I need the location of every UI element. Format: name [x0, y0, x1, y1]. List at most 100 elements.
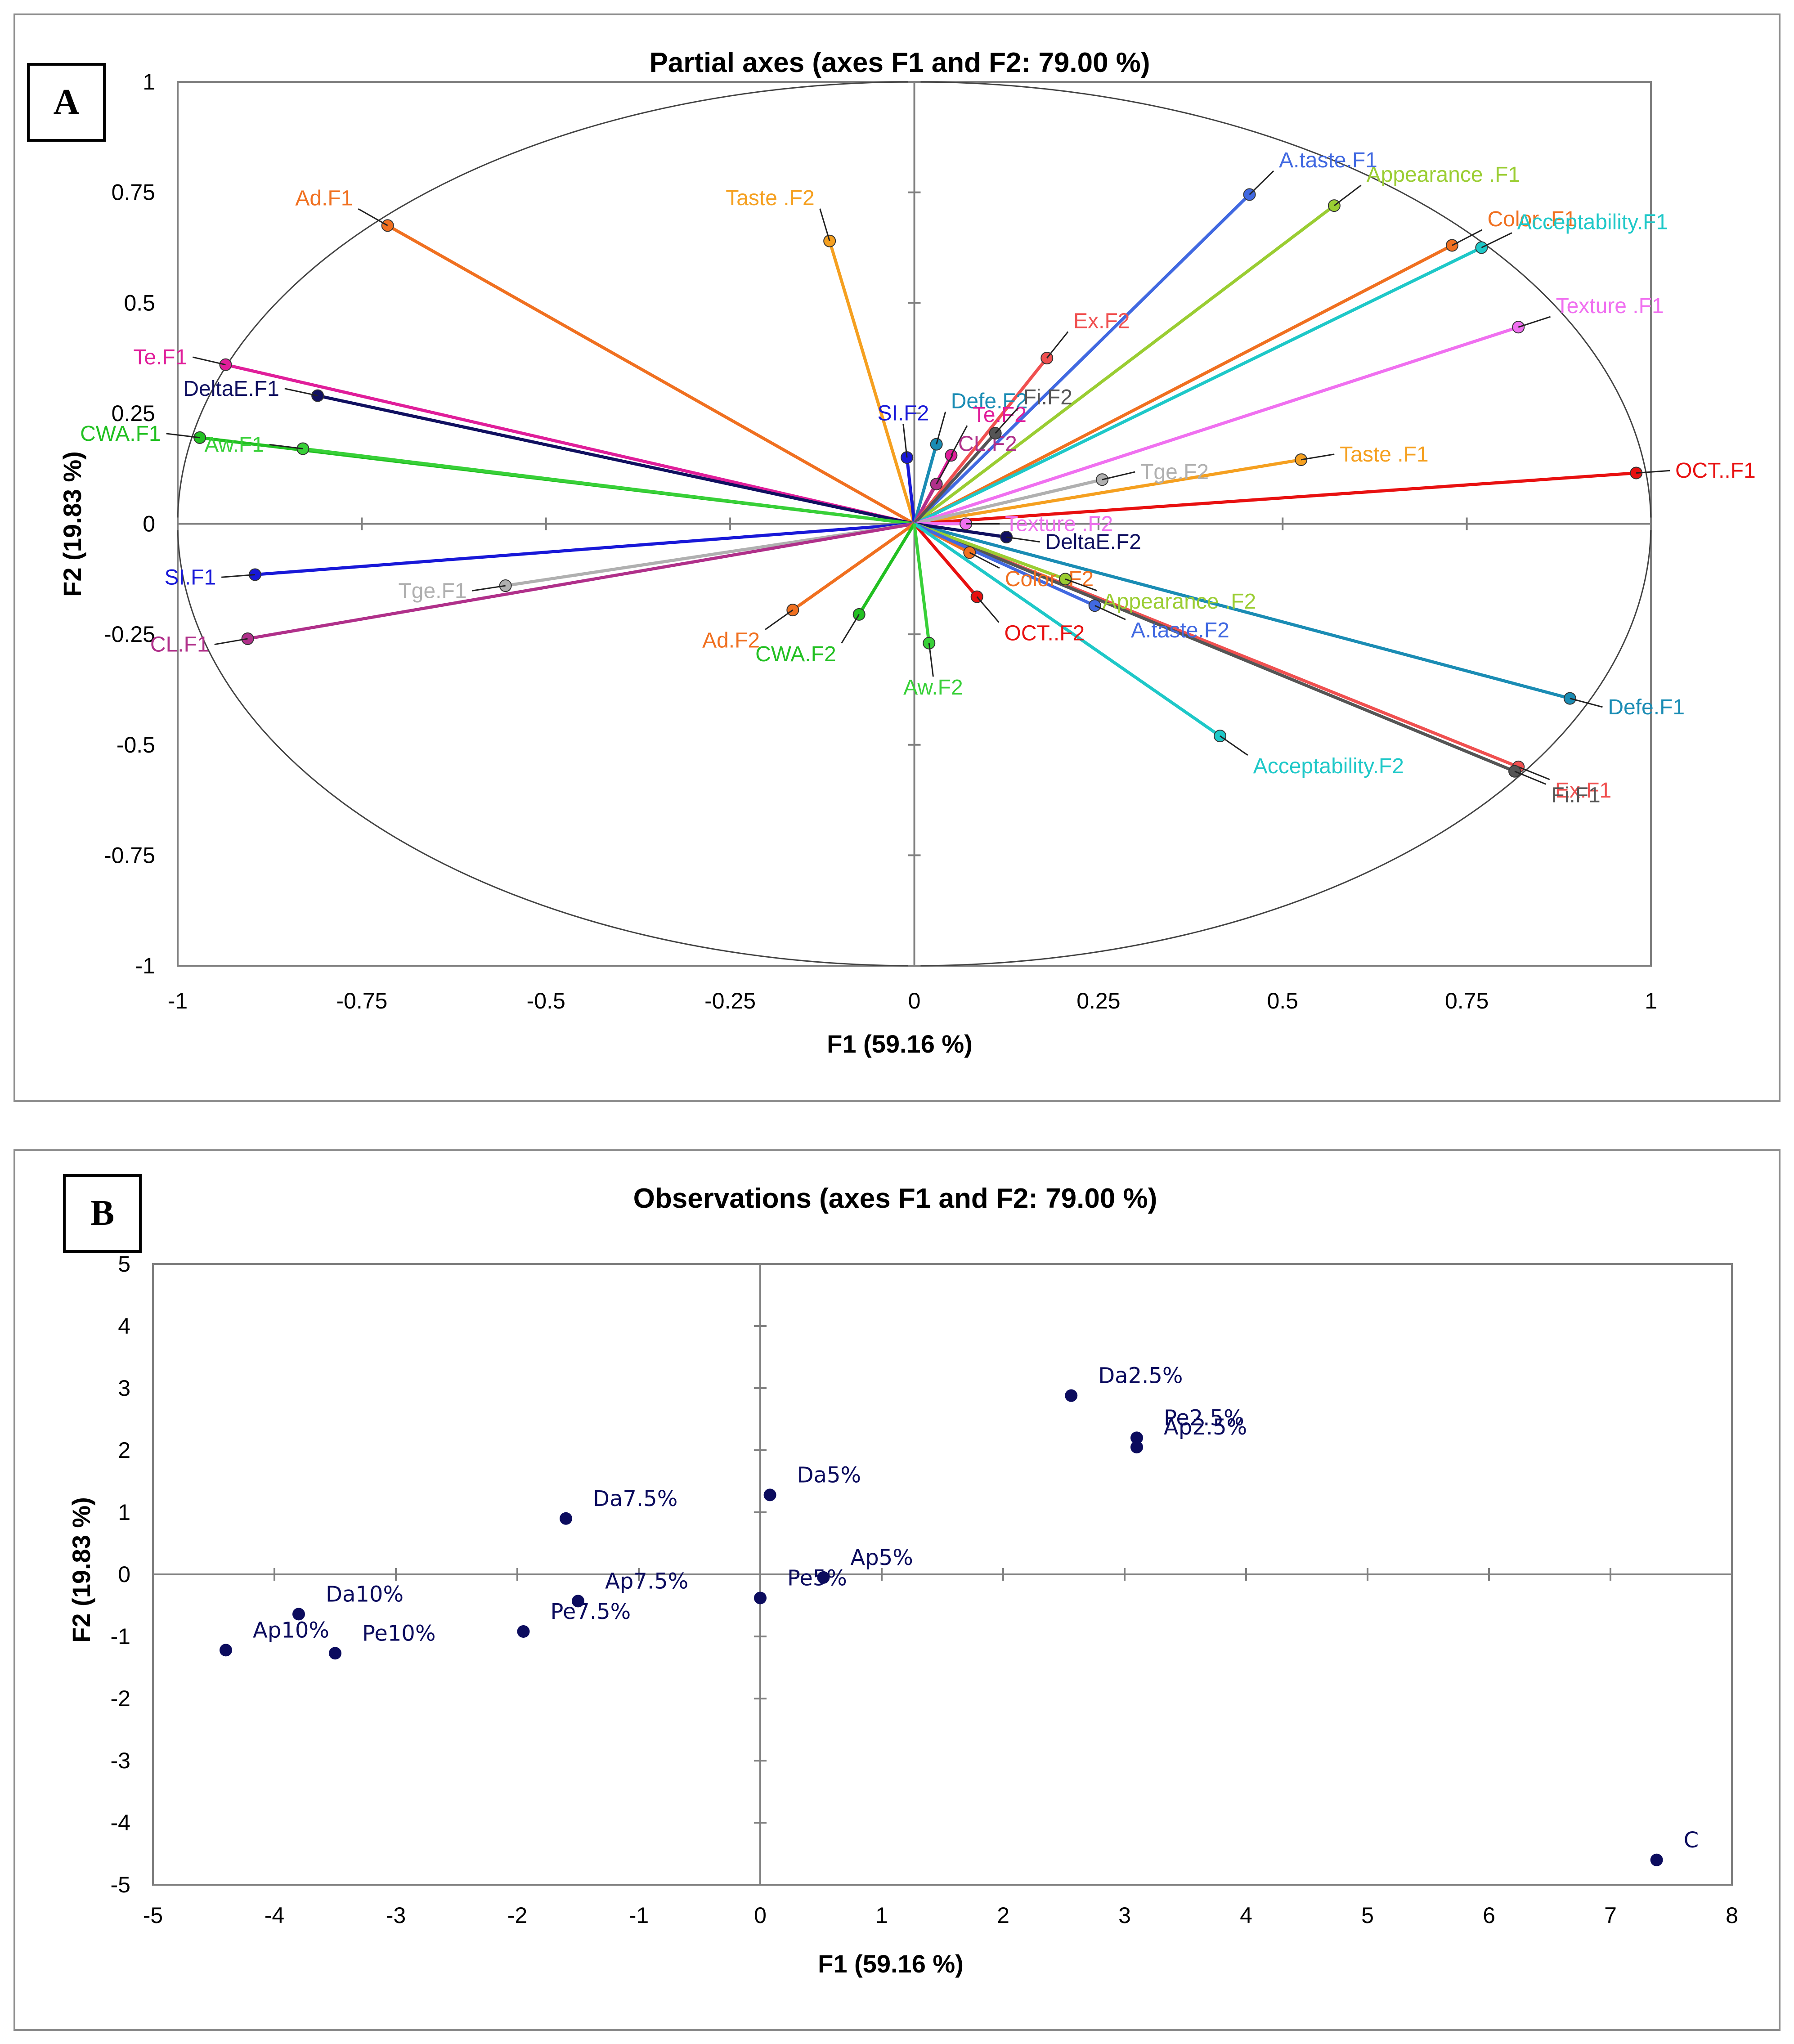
- x-tick-label: 0.75: [1445, 988, 1489, 1013]
- leader-appearance-f2: [1065, 578, 1098, 592]
- vector-acceptability-f1: [913, 246, 1482, 525]
- vector-label-cwa-f1: CWA.F1: [80, 422, 161, 446]
- leader-fi-f1: [1514, 771, 1546, 785]
- leader-defe-f2: [936, 411, 946, 445]
- vector-label-color-f1: Color .F1: [1487, 207, 1576, 231]
- vector-label-ad-f2: Ad.F2: [702, 628, 760, 652]
- x-tick-label: 0.25: [1076, 988, 1120, 1013]
- vector-label-deltae-f1: DeltaE.F1: [183, 377, 279, 401]
- vector-label-aw-f1: Aw.F1: [204, 433, 264, 457]
- vector-label-texture-f2: Texture .F2: [1005, 512, 1113, 536]
- vector-cl-f1: [247, 522, 915, 641]
- vector-label-appearance-f1: Appearance .F1: [1367, 163, 1520, 187]
- vector-acceptability-f2: [913, 522, 1221, 737]
- vector-label-a-taste-f1: A.taste.F1: [1279, 148, 1377, 172]
- x-tick-label: -0.75: [336, 988, 387, 1013]
- vector-label-si-f1: SI.F1: [164, 565, 216, 589]
- vector-te-f1: [225, 363, 915, 525]
- vector-label-texture-f1: Texture .F1: [1556, 294, 1664, 318]
- vector-label-aw-f2: Aw.F2: [903, 676, 963, 699]
- vector-label-a-taste-f2: A.taste.F2: [1131, 619, 1229, 642]
- vector-oct-f1: [914, 471, 1637, 525]
- leader-si-f2: [902, 424, 908, 458]
- vector-label-color-f2: Color .F2: [1005, 567, 1094, 591]
- leader-a-taste-f1: [1249, 170, 1274, 195]
- leader-color-f1: [1452, 229, 1483, 246]
- vector-label-te-f2: Te.F2: [973, 403, 1027, 427]
- leader-si-f1: [221, 574, 256, 578]
- leader-te-f2: [951, 425, 968, 456]
- x-tick-label: -0.25: [704, 988, 756, 1013]
- y-tick-label: -0.75: [104, 843, 155, 868]
- vector-label-taste-f2: Taste .F2: [726, 186, 814, 210]
- leader-ex-f1: [1518, 766, 1550, 780]
- x-tick-label: -1: [168, 988, 188, 1013]
- leader-cwa-f2: [841, 614, 860, 644]
- vector-label-cwa-f2: CWA.F2: [755, 642, 836, 666]
- x-tick-label: -0.5: [527, 988, 565, 1013]
- panel-b: [13, 1149, 1781, 2031]
- correlation-circle-chart: Partial axes (axes F1 and F2: 79.00 %) F…: [58, 47, 1756, 1058]
- vector-a-taste-f1: [913, 193, 1251, 525]
- leader-aw-f1: [269, 444, 303, 449]
- vector-appearance-f2: [914, 522, 1066, 581]
- vector-label-tge-f2: Tge.F2: [1140, 460, 1209, 484]
- leader-tge-f1: [472, 585, 506, 592]
- vector-label-cl-f1: CL.F1: [150, 633, 209, 657]
- vector-label-cl-f2: CL.F2: [958, 432, 1017, 456]
- leader-deltae-f2: [1006, 536, 1040, 543]
- vector-label-ex-f1: Ex.F1: [1555, 779, 1611, 802]
- y-tick-label: -0.5: [117, 732, 155, 758]
- x-tick-label: 0: [908, 988, 921, 1013]
- vector-fi-f1: [914, 522, 1516, 773]
- vector-aw-f2: [913, 524, 931, 644]
- leader-taste-f1: [1301, 453, 1335, 461]
- vector-label-defe-f1: Defe.F1: [1608, 695, 1685, 719]
- y-tick-label: 0.5: [124, 290, 155, 315]
- y-tick-label: 0.25: [112, 401, 155, 426]
- leader-appearance-f1: [1333, 184, 1362, 206]
- leader-oct-f1: [1636, 470, 1670, 474]
- vector-label-taste-f1: Taste .F1: [1340, 443, 1428, 466]
- vector-label-fi-f2: Fi.F2: [1023, 385, 1072, 409]
- vector-label-oct-f1: OCT..F1: [1675, 459, 1756, 483]
- vector-aw-f1: [302, 447, 915, 525]
- y-tick-label: -1: [135, 953, 155, 978]
- leader-cwa-f1: [166, 433, 200, 439]
- vector-label-fi-f1: Fi.F1: [1551, 783, 1600, 807]
- leader-cl-f2: [936, 454, 954, 484]
- vector-label-tge-f1: Tge.F1: [398, 579, 466, 603]
- leader-ad-f2: [765, 609, 794, 630]
- vector-label-deltae-f2: DeltaE.F2: [1045, 530, 1141, 554]
- leader-a-taste-f2: [1094, 605, 1126, 620]
- chart-a-ylabel: F2 (19.83 %): [58, 451, 86, 597]
- y-tick-label: 0: [143, 511, 155, 537]
- vector-texture-f1: [914, 325, 1519, 525]
- vector-defe-f2: [913, 444, 938, 524]
- leader-defe-f1: [1570, 698, 1603, 708]
- leader-te-f1: [193, 356, 226, 366]
- vector-fi-f2: [913, 432, 997, 525]
- vector-label-ex-f2: Ex.F2: [1073, 309, 1130, 333]
- y-tick-label: -0.25: [104, 622, 155, 647]
- vector-taste-f2: [828, 240, 916, 524]
- vector-ex-f2: [913, 357, 1048, 525]
- vector-color-f1: [913, 244, 1453, 525]
- leader-ex-f2: [1046, 331, 1069, 359]
- y-tick-label: 1: [143, 69, 155, 94]
- leader-acceptability-f1: [1481, 232, 1512, 248]
- leader-oct-f2: [976, 596, 1000, 623]
- vector-label-acceptability-f1: Acceptability.F1: [1517, 211, 1668, 234]
- vector-si-f2: [905, 457, 916, 524]
- vector-taste-f1: [914, 458, 1301, 525]
- chart-a-title: Partial axes (axes F1 and F2: 79.00 %): [649, 47, 1150, 78]
- leader-texture-f1: [1518, 316, 1551, 328]
- vector-defe-f1: [914, 522, 1570, 700]
- vector-deltae-f2: [914, 522, 1007, 539]
- leader-fi-f2: [995, 408, 1018, 434]
- leader-acceptability-f2: [1220, 735, 1248, 756]
- vector-ad-f2: [792, 522, 915, 611]
- vector-label-appearance-f2: Appearance .F2: [1103, 590, 1256, 614]
- leader-color-f2: [969, 552, 1000, 569]
- panel-a: [13, 13, 1781, 1102]
